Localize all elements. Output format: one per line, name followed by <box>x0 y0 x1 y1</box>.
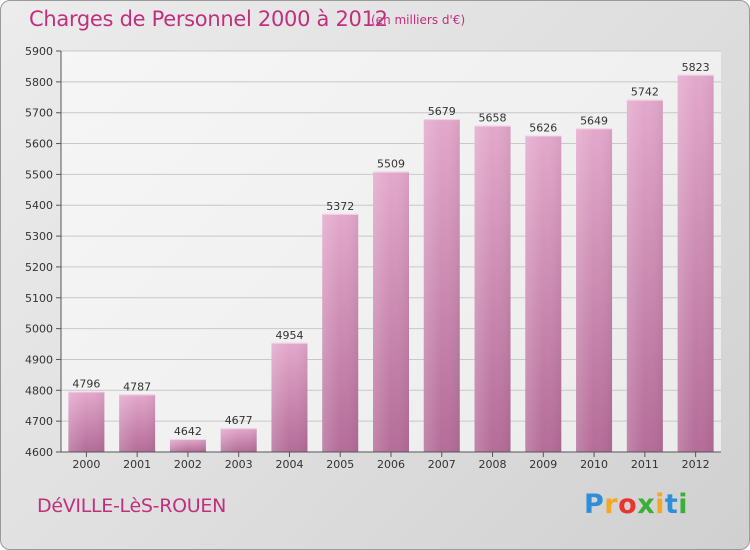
bar-highlight <box>525 135 562 452</box>
y-axis-ticks: 4600 4700 4800 4900 5000 5100 5200 5300 5400 5500… <box>25 45 61 459</box>
data-label: 4954 <box>275 329 303 342</box>
bar-highlight <box>423 119 460 453</box>
logo-letter: P <box>584 489 605 520</box>
logo-letter: x <box>637 489 656 520</box>
data-labels: 4796 4787 4642 4677 4954 5372 5509 5679 5658 5626… <box>72 61 709 438</box>
data-label: 5372 <box>326 200 354 213</box>
bar-highlight <box>322 213 359 452</box>
x-tick-label: 2007 <box>428 458 456 471</box>
logo-letter: i <box>655 489 665 520</box>
location-name: DéVILLE-LèS-ROUEN <box>37 495 226 517</box>
data-label: 5658 <box>479 112 507 125</box>
data-label: 5626 <box>529 122 557 135</box>
y-tick-label: 5700 <box>25 107 53 120</box>
x-tick-label: 2002 <box>174 458 202 471</box>
logo-letter: t <box>664 489 679 520</box>
x-tick-label: 2012 <box>682 458 710 471</box>
data-label: 5742 <box>631 86 659 99</box>
y-tick-label: 5300 <box>25 230 53 243</box>
data-label: 4796 <box>72 378 100 391</box>
x-tick-label: 2001 <box>123 458 151 471</box>
x-tick-label: 2008 <box>479 458 507 471</box>
chart-subtitle: (en milliers d'€) <box>371 13 466 27</box>
y-tick-label: 4600 <box>25 446 53 459</box>
y-tick-label: 5400 <box>25 199 53 212</box>
data-label: 5823 <box>682 61 710 74</box>
x-tick-label: 2000 <box>72 458 100 471</box>
data-label: 4642 <box>174 425 202 438</box>
y-tick-label: 5000 <box>25 323 53 336</box>
x-axis-ticks: 2000 2001 2002 2003 2004 2005 2006 2007 2008 2009… <box>72 452 710 471</box>
x-tick-label: 2010 <box>580 458 608 471</box>
bar-highlight <box>576 128 613 453</box>
y-tick-label: 4900 <box>25 353 53 366</box>
y-tick-label: 5100 <box>25 292 53 305</box>
bar-highlight <box>119 394 156 452</box>
x-tick-label: 2006 <box>377 458 405 471</box>
bar-highlight <box>626 99 663 452</box>
bars <box>68 74 714 453</box>
y-tick-label: 5800 <box>25 76 53 89</box>
bar-highlight <box>271 342 308 452</box>
bar-highlight <box>169 439 206 452</box>
data-label: 5649 <box>580 114 608 127</box>
y-tick-label: 5600 <box>25 138 53 151</box>
bar-highlight <box>373 171 409 452</box>
proxiti-logo: Proxiti <box>584 489 688 520</box>
x-tick-label: 2004 <box>275 458 303 471</box>
y-tick-label: 4700 <box>25 415 53 428</box>
bar-highlight <box>474 125 511 452</box>
bar-highlight <box>68 391 105 452</box>
data-label: 5509 <box>377 158 405 171</box>
logo-letter: r <box>604 489 619 520</box>
x-tick-label: 2003 <box>225 458 253 471</box>
y-tick-label: 5200 <box>25 261 53 274</box>
x-tick-label: 2011 <box>631 458 659 471</box>
data-label: 4787 <box>123 380 151 393</box>
x-tick-label: 2005 <box>326 458 354 471</box>
y-tick-label: 4800 <box>25 384 53 397</box>
bar-highlight <box>220 428 257 452</box>
data-label: 4677 <box>225 414 253 427</box>
data-label: 5679 <box>428 105 456 118</box>
y-tick-label: 5900 <box>25 45 53 58</box>
logo-letter: i <box>678 489 689 520</box>
y-tick-label: 5500 <box>25 168 53 181</box>
chart-title: Charges de Personnel 2000 à 2012 <box>29 7 388 31</box>
bar-highlight <box>677 74 714 453</box>
x-tick-label: 2009 <box>529 458 557 471</box>
logo-letter: o <box>618 489 638 520</box>
